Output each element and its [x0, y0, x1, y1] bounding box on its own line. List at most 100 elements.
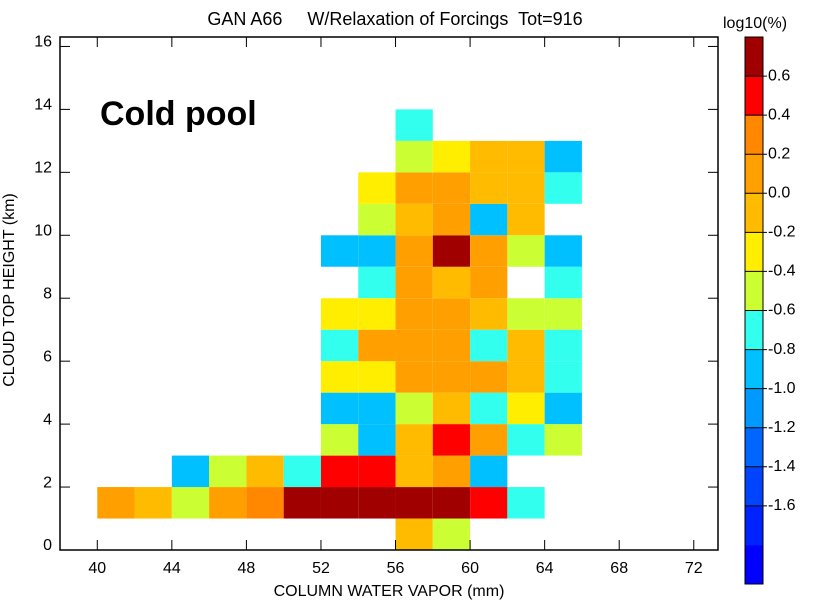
heat-cell: [209, 455, 247, 488]
heat-cell: [507, 392, 545, 425]
heat-cell: [358, 424, 396, 456]
y-tick-label: 4: [43, 411, 52, 428]
colorbar-band: [745, 154, 763, 194]
chart-title: GAN A66 W/Relaxation of Forcings Tot=916: [207, 9, 582, 29]
x-tick-label: 72: [685, 560, 703, 577]
colorbar-band: [745, 115, 763, 155]
colorbar-band: [745, 466, 763, 507]
heat-cell: [544, 298, 582, 330]
heat-cell: [320, 361, 359, 393]
colorbar-tick-label: -0.8: [768, 341, 796, 358]
x-tick-label: 52: [312, 560, 330, 577]
heat-cell: [395, 329, 433, 362]
heat-cell: [395, 235, 433, 267]
heat-cell: [432, 172, 471, 204]
y-axis-label: CLOUD TOP HEIGHT (km): [1, 193, 18, 387]
colorbar-band: [745, 544, 763, 585]
y-tick-label: 6: [43, 348, 52, 365]
y-tick-label: 2: [43, 474, 52, 491]
plot-frame: [59, 36, 719, 551]
heat-cell: [470, 361, 508, 393]
heat-cell: [544, 140, 582, 173]
heat-cell: [544, 172, 582, 204]
colorbar-band: [745, 37, 763, 77]
colorbar-band: [745, 271, 763, 311]
heat-cell: [544, 329, 582, 362]
colorbar-band: [745, 505, 763, 546]
x-tick-label: 68: [610, 560, 628, 577]
heat-cell: [432, 235, 471, 267]
heat-cell: [358, 235, 396, 267]
heat-cell: [395, 172, 433, 204]
heat-cell: [395, 266, 433, 299]
heat-cell: [470, 235, 508, 267]
heat-cell: [432, 266, 471, 299]
heat-cell: [544, 266, 582, 299]
heat-cell: [320, 424, 359, 456]
y-tick-label: 8: [43, 285, 52, 302]
heat-cell: [470, 140, 508, 173]
heat-cell: [507, 235, 545, 267]
heat-cell: [507, 361, 545, 393]
colorbar-tick-label: 0.0: [768, 185, 790, 202]
y-tick-label: 14: [34, 97, 52, 114]
x-tick-label: 56: [387, 560, 405, 577]
heat-cell: [395, 109, 433, 141]
y-tick-label: 12: [34, 160, 52, 177]
colorbar-tick-label: -0.2: [768, 224, 796, 241]
heat-cell: [432, 329, 471, 362]
heat-cell: [320, 455, 359, 488]
heat-cell: [320, 298, 359, 330]
heat-cell: [432, 140, 471, 173]
heat-cell: [395, 392, 433, 425]
heat-cell: [432, 361, 471, 393]
heat-cell: [320, 329, 359, 362]
colorbar-band: [745, 310, 763, 351]
heat-cell: [544, 235, 582, 267]
heat-cell: [358, 203, 396, 236]
heat-cell: [320, 235, 359, 267]
annotation: Cold pool: [100, 95, 257, 133]
heat-cell: [432, 392, 471, 425]
x-tick-label: 64: [536, 560, 554, 577]
y-tick-label: 10: [34, 222, 52, 239]
heat-cell: [470, 487, 508, 519]
heat-cell: [432, 298, 471, 330]
heat-cell: [544, 361, 582, 393]
heat-cell: [470, 424, 508, 456]
heat-cell: [507, 424, 545, 456]
colorbar-tick-label: -0.4: [768, 263, 796, 280]
heat-cell: [358, 392, 396, 425]
heat-cell: [283, 487, 321, 519]
heat-cell: [395, 455, 433, 488]
heat-cell: [358, 172, 396, 204]
heat-cell: [432, 455, 471, 488]
heat-cell: [395, 140, 433, 173]
x-tick-label: 60: [461, 560, 479, 577]
colorbar-title: log10(%): [723, 15, 787, 32]
colorbar-tick-label: 0.6: [768, 67, 790, 84]
heat-cell: [544, 424, 582, 456]
heat-cell: [470, 329, 508, 362]
heat-cell: [507, 140, 545, 173]
heat-cell: [246, 487, 284, 519]
heat-cell: [358, 329, 396, 362]
colorbar-band: [745, 193, 763, 233]
y-tick-label: 0: [43, 537, 52, 554]
heat-cell: [470, 266, 508, 299]
heat-cell: [209, 487, 247, 519]
heat-cell: [358, 361, 396, 393]
colorbar-band: [745, 427, 763, 468]
heat-cell: [320, 392, 359, 425]
heat-cell: [283, 455, 321, 488]
colorbar-band: [745, 388, 763, 429]
heat-cell: [134, 487, 172, 519]
heat-cell: [320, 487, 359, 519]
heat-cell: [507, 298, 545, 330]
x-tick-label: 44: [163, 560, 181, 577]
heat-cell: [395, 518, 433, 550]
heat-cell: [432, 518, 471, 550]
heat-cell: [507, 172, 545, 204]
heat-cell: [395, 424, 433, 456]
